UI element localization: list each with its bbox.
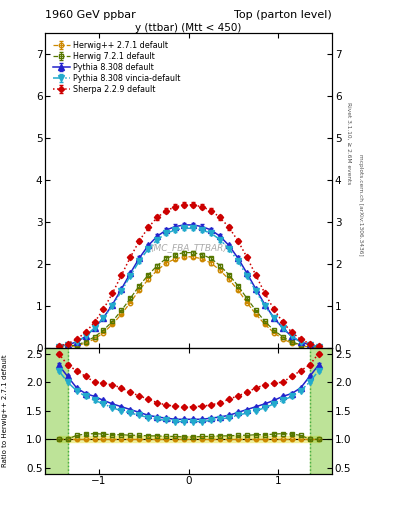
Text: mcplots.cern.ch [arXiv:1306.3436]: mcplots.cern.ch [arXiv:1306.3436] — [358, 154, 363, 255]
Text: Top (parton level): Top (parton level) — [234, 10, 332, 20]
Y-axis label: Ratio to Herwig++ 2.7.1 default: Ratio to Herwig++ 2.7.1 default — [2, 354, 8, 467]
Legend: Herwig++ 2.7.1 default, Herwig 7.2.1 default, Pythia 8.308 default, Pythia 8.308: Herwig++ 2.7.1 default, Herwig 7.2.1 def… — [51, 39, 182, 96]
Text: (MC_FBA_TTBAR): (MC_FBA_TTBAR) — [150, 243, 227, 252]
Bar — [310, 348, 332, 474]
Title: y (ttbar) (Mtt < 450): y (ttbar) (Mtt < 450) — [136, 23, 242, 32]
Text: Rivet 3.1.10, ≥ 2.6M events: Rivet 3.1.10, ≥ 2.6M events — [346, 102, 351, 184]
Text: 1960 GeV ppbar: 1960 GeV ppbar — [45, 10, 136, 20]
Bar — [45, 348, 68, 474]
